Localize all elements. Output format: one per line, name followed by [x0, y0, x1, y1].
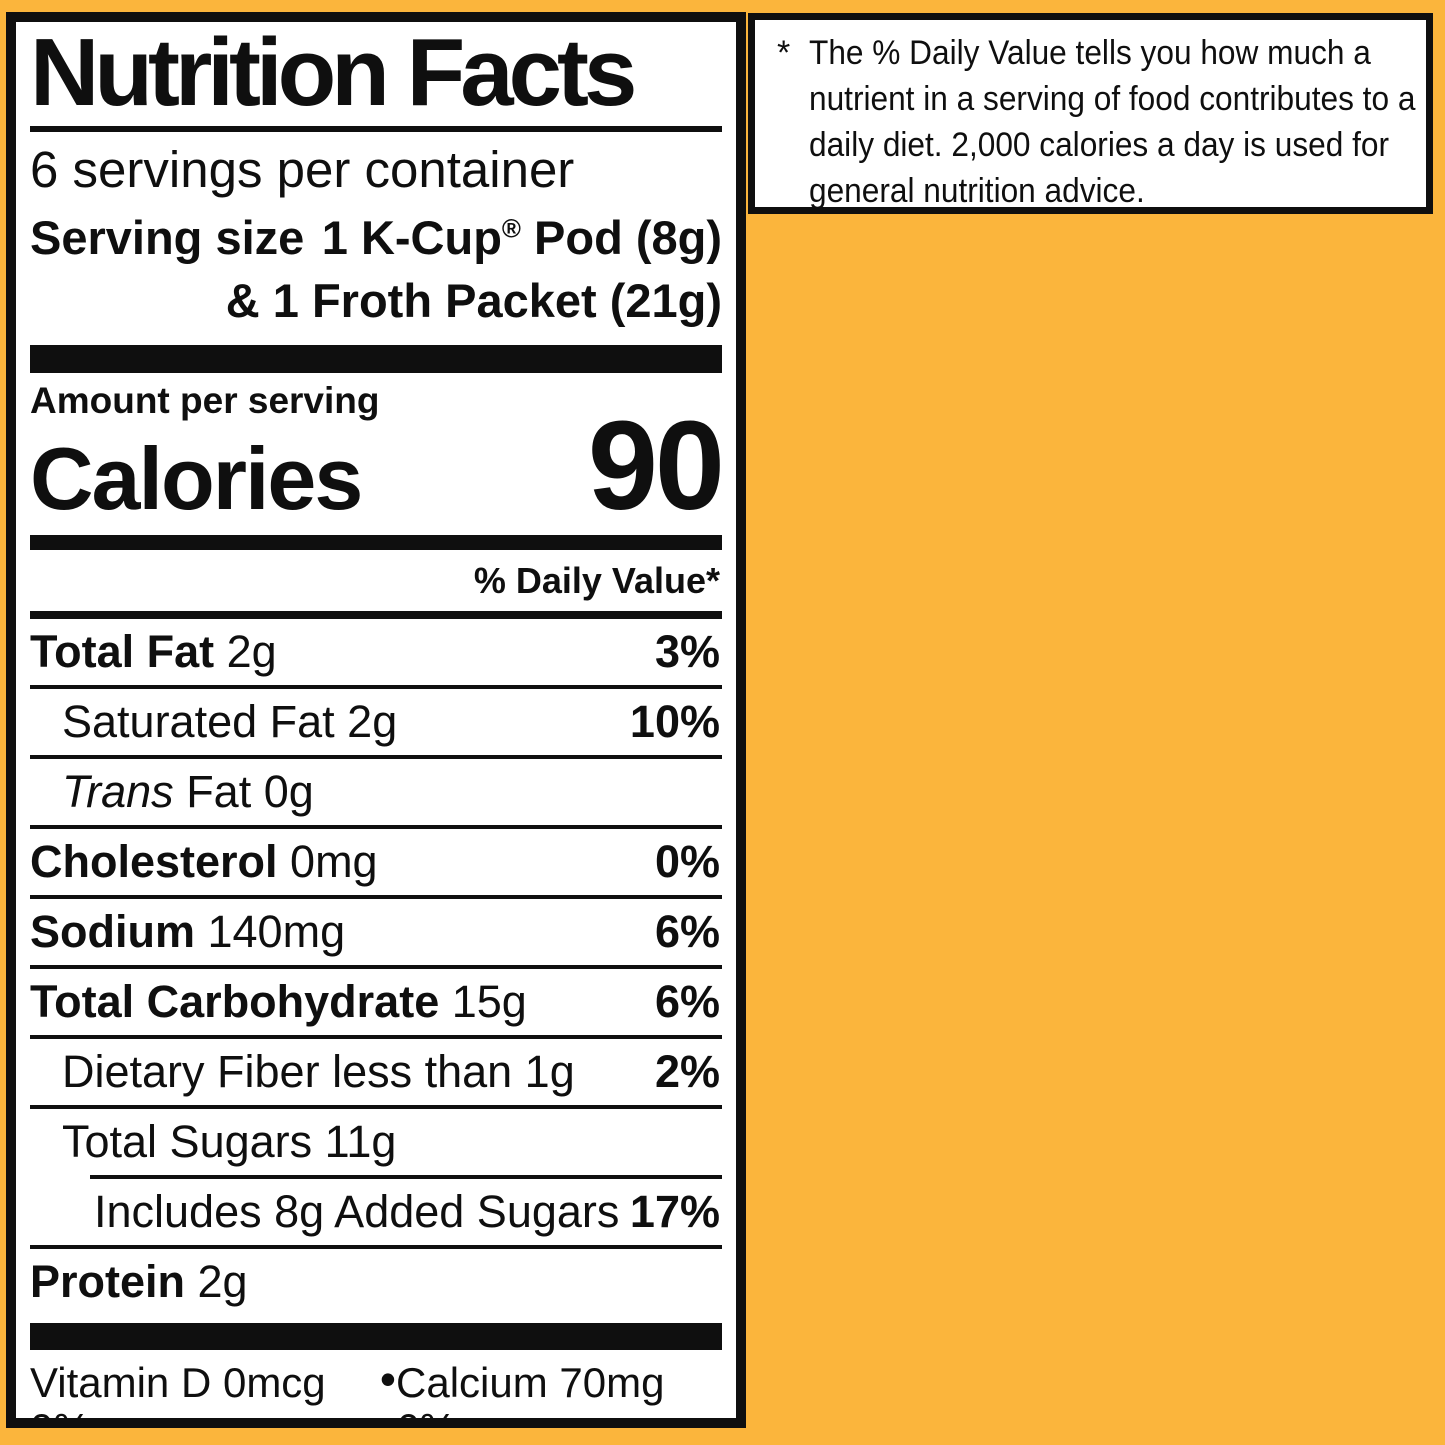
- serving-size-value-line1: 1 K-Cup® Pod (8g): [321, 211, 722, 265]
- row-total-sugars: Total Sugars 11g: [30, 1104, 722, 1175]
- row-total-fat: Total Fat 2g 3%: [30, 614, 722, 685]
- row-dietary-fiber: Dietary Fiber less than 1g 2%: [30, 1034, 722, 1105]
- calories-value: 90: [587, 394, 725, 536]
- amount-per-serving-label: Amount per serving: [30, 379, 380, 421]
- servings-per-container: 6 servings per container: [30, 141, 575, 199]
- thick-divider-bar-top: [30, 344, 722, 373]
- percent-daily-value-header: % Daily Value*: [30, 550, 722, 615]
- serving-size-row: Serving size 1 K-Cup® Pod (8g): [30, 210, 722, 266]
- thick-divider-bar-calories: [30, 534, 722, 550]
- row-trans-fat: Trans Fat 0g: [30, 754, 722, 825]
- thick-divider-bar-bottom: [30, 1322, 722, 1350]
- row-vitamin-d-calcium: Vitamin D 0mcg 0% • Calcium 70mg 6%: [30, 1350, 722, 1418]
- dv-total-carbohydrate: 6%: [654, 975, 720, 1027]
- nutrition-facts-label: Nutrition Facts 6 servings per container…: [6, 12, 746, 1428]
- dv-total-fat: 3%: [654, 625, 720, 677]
- daily-value-footnote-box: * The % Daily Value tells you how much a…: [748, 13, 1433, 214]
- dv-cholesterol: 0%: [654, 835, 720, 887]
- row-saturated-fat: Saturated Fat 2g 10%: [30, 684, 722, 755]
- row-protein: Protein 2g: [30, 1244, 722, 1315]
- serving-size-value-line2: & 1 Froth Packet (21g): [225, 273, 722, 327]
- calories-label: Calories: [30, 428, 363, 528]
- row-sodium: Sodium 140mg 6%: [30, 894, 722, 965]
- row-cholesterol: Cholesterol 0mg 0%: [30, 824, 722, 895]
- registered-trademark-symbol: ®: [501, 215, 521, 244]
- dv-added-sugars: 17%: [629, 1185, 720, 1237]
- calcium-value: Calcium 70mg 6%: [396, 1358, 665, 1418]
- footnote-text: The % Daily Value tells you how much a n…: [809, 34, 1416, 210]
- nutrition-facts-title: Nutrition Facts: [30, 24, 722, 133]
- dv-saturated-fat: 10%: [629, 695, 720, 747]
- bullet-separator: •: [379, 1352, 396, 1405]
- footnote-asterisk: *: [777, 34, 791, 72]
- row-added-sugars: Includes 8g Added Sugars 17%: [94, 1185, 720, 1237]
- added-sugars-indented-divider: [90, 1174, 722, 1179]
- row-total-carbohydrate: Total Carbohydrate 15g 6%: [30, 964, 722, 1035]
- calories-row: Calories 90: [30, 394, 725, 536]
- vitamin-d-value: Vitamin D 0mcg 0%: [30, 1358, 326, 1418]
- dv-sodium: 6%: [654, 905, 720, 957]
- serving-size-label: Serving size: [30, 211, 305, 265]
- dv-dietary-fiber: 2%: [654, 1045, 720, 1097]
